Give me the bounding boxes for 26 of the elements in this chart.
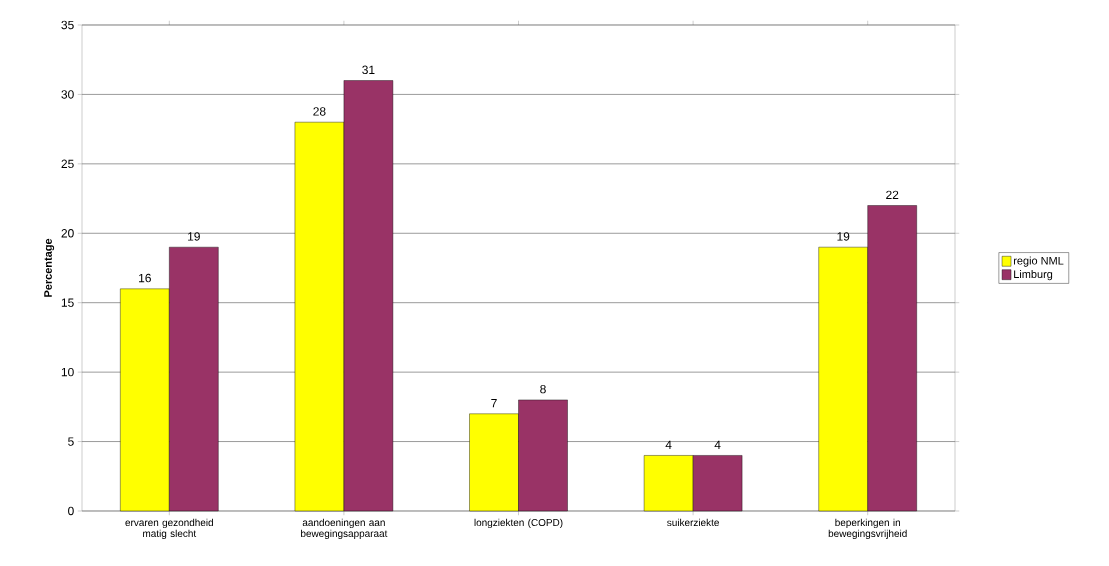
data-label: 16 xyxy=(139,273,151,283)
data-label: 7 xyxy=(491,399,497,408)
data-label: 28 xyxy=(313,107,326,116)
x-tick-label: aandoeningen aan bewegingsapparaat xyxy=(301,518,388,539)
data-label: 19 xyxy=(837,232,850,241)
y-tick-label: 0 xyxy=(68,506,74,516)
data-label: 4 xyxy=(714,440,721,449)
data-label: 19 xyxy=(188,232,200,241)
legend-label: Limburg xyxy=(1014,269,1053,281)
y-axis-title: Percentage xyxy=(44,238,55,297)
y-tick-label: 5 xyxy=(68,437,74,446)
y-tick-label: 30 xyxy=(61,90,74,99)
data-label: 22 xyxy=(886,190,899,199)
y-tick-label: 25 xyxy=(61,159,74,169)
data-label: 4 xyxy=(665,440,672,449)
y-tick-label: 15 xyxy=(61,298,74,307)
x-tick-label: suikerziekte xyxy=(667,518,719,527)
y-tick-label: 35 xyxy=(61,20,74,30)
x-tick-label: ervaren gezondheid matig slecht xyxy=(125,518,213,539)
x-tick-label: beperkingen in bewegingsvrijheid xyxy=(828,518,907,539)
y-tick-label: 10 xyxy=(61,367,74,377)
x-tick-label: longziekten (COPD) xyxy=(474,518,563,529)
y-tick-label: 20 xyxy=(61,229,74,238)
legend-label: regio NML xyxy=(1013,256,1064,267)
data-label: 8 xyxy=(540,384,546,394)
data-label: 31 xyxy=(362,65,375,74)
